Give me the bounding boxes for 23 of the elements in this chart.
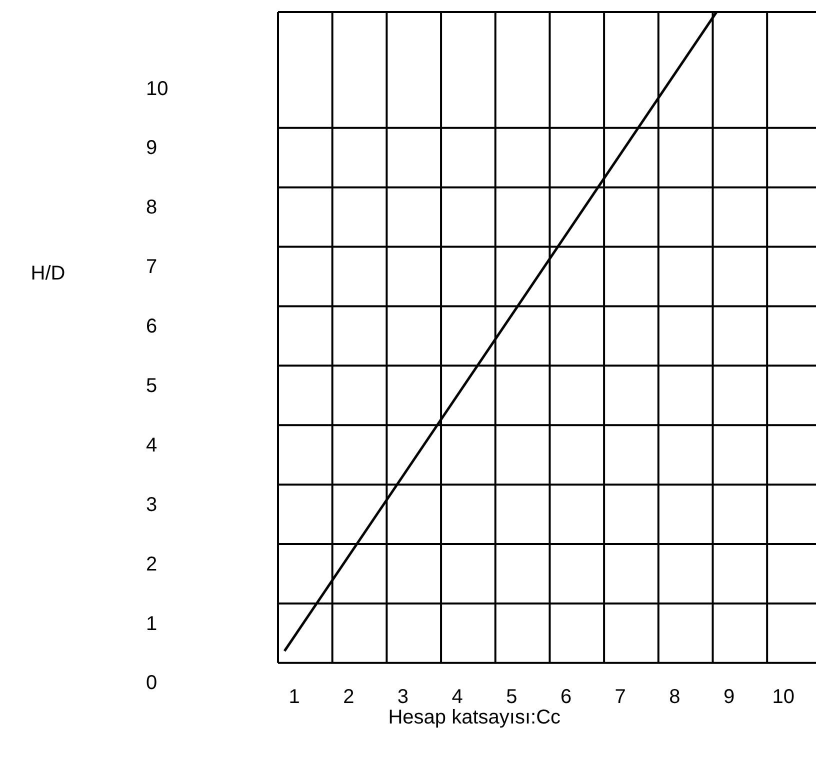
- x-tick-label: 10: [772, 686, 795, 708]
- y-tick-label: 7: [146, 256, 158, 278]
- x-tick-label: 2: [343, 686, 354, 708]
- y-tick-label: 5: [146, 375, 158, 398]
- x-tick-label: 8: [669, 686, 680, 708]
- y-axis-title: H/D: [30, 262, 66, 284]
- y-tick-label: 10: [146, 78, 168, 100]
- x-tick-label: 9: [723, 686, 735, 708]
- x-tick-label: 7: [614, 686, 626, 708]
- x-axis-title: Hesap katsayısı:Cc: [388, 706, 561, 729]
- y-tick-label: 0: [146, 672, 158, 694]
- y-tick-label: 4: [146, 434, 158, 456]
- y-tick-label: 2: [146, 553, 158, 576]
- y-tick-label: 8: [146, 196, 158, 219]
- y-tick-label: 1: [146, 612, 158, 635]
- y-tick-label: 9: [146, 137, 158, 160]
- x-tick-label: 6: [560, 686, 572, 708]
- y-tick-label: 6: [146, 316, 158, 338]
- x-tick-label: 3: [397, 686, 409, 708]
- x-tick-label: 4: [452, 686, 463, 708]
- x-tick-label: 5: [506, 686, 518, 708]
- y-tick-label: 3: [146, 494, 158, 516]
- x-tick-label: 1: [288, 686, 300, 708]
